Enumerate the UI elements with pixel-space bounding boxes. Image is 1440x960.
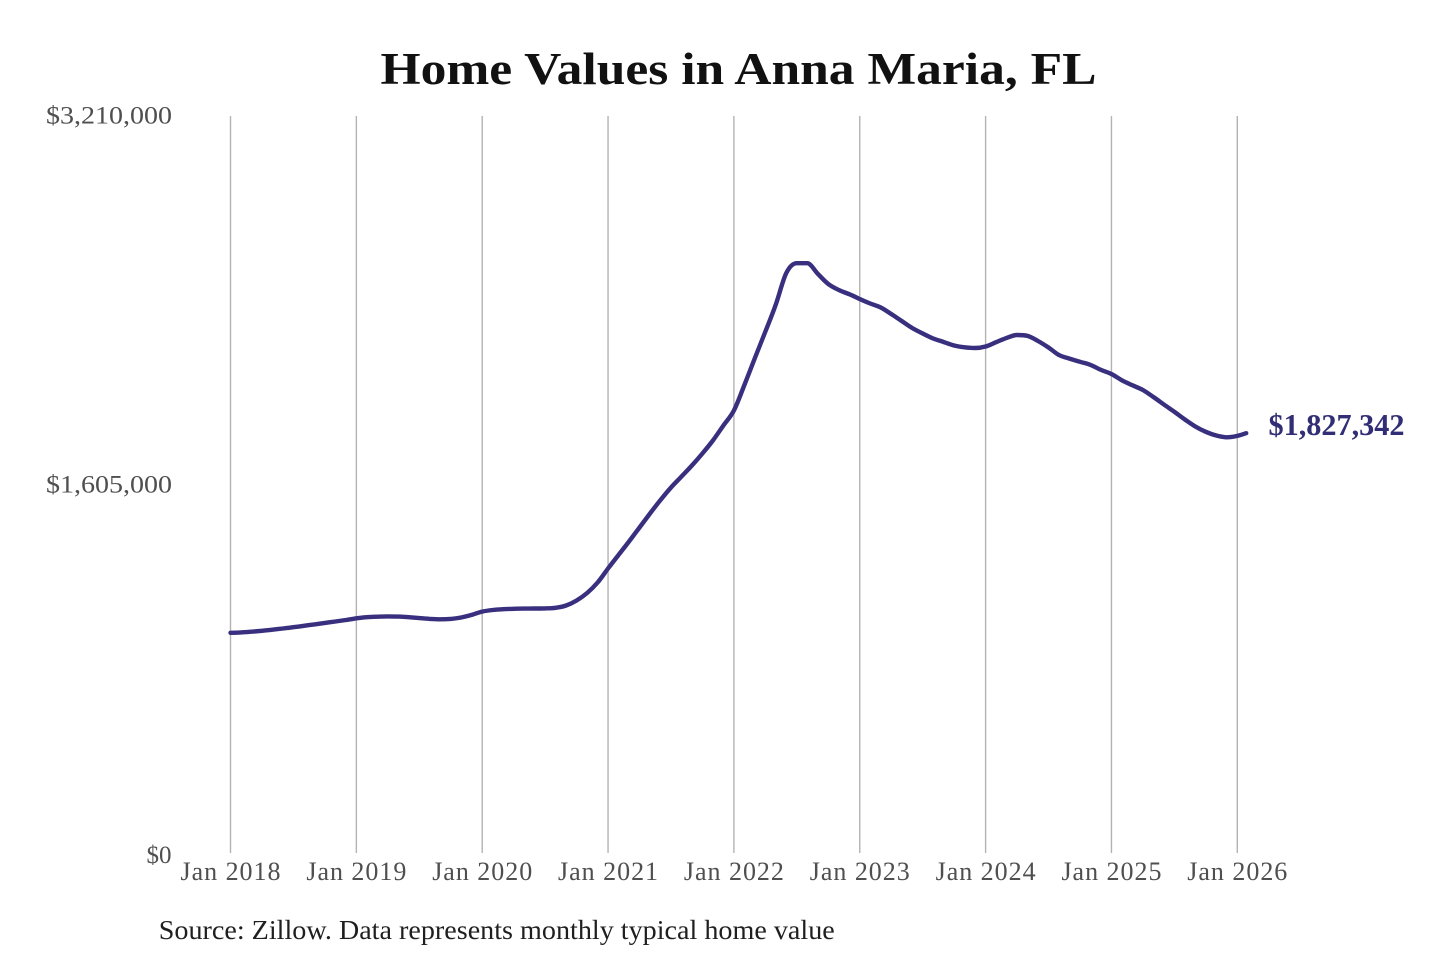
svg-text:Jan 2024: Jan 2024	[936, 857, 1036, 886]
svg-text:Jan 2025: Jan 2025	[1061, 857, 1161, 886]
svg-text:Jan 2022: Jan 2022	[684, 857, 784, 886]
svg-text:$1,827,342: $1,827,342	[1269, 407, 1405, 442]
svg-text:Jan 2026: Jan 2026	[1187, 857, 1287, 886]
svg-text:$1,605,000: $1,605,000	[46, 471, 172, 498]
svg-text:Jan 2018: Jan 2018	[181, 857, 281, 886]
svg-text:Jan 2020: Jan 2020	[432, 857, 532, 886]
svg-text:Jan 2021: Jan 2021	[558, 857, 658, 886]
svg-text:$0: $0	[147, 842, 172, 869]
svg-text:Source: Zillow. Data represent: Source: Zillow. Data represents monthly …	[159, 915, 835, 945]
svg-text:Jan 2023: Jan 2023	[810, 857, 910, 886]
svg-text:$3,210,000: $3,210,000	[46, 102, 172, 129]
svg-text:Home Values in Anna Maria, FL: Home Values in Anna Maria, FL	[381, 44, 1097, 94]
svg-text:Jan 2019: Jan 2019	[306, 857, 406, 886]
